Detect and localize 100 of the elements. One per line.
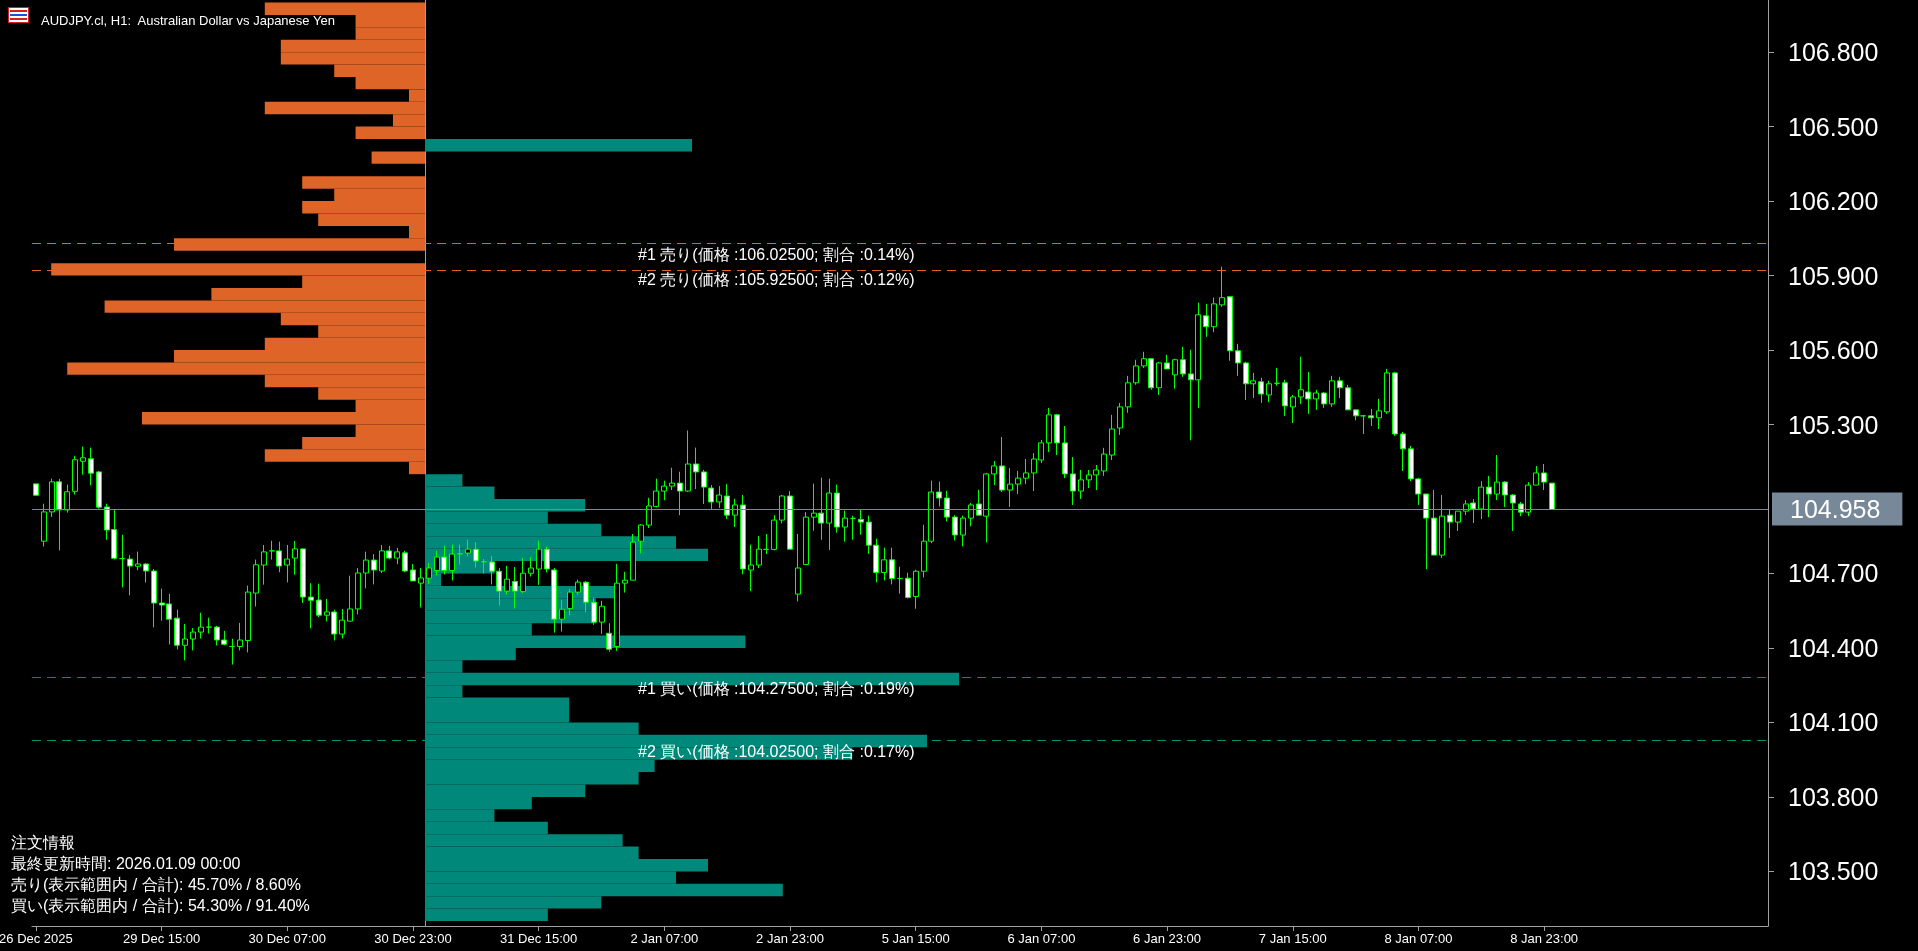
candlestick [261,544,267,586]
candlestick [677,471,683,516]
candlestick [606,622,612,653]
candlestick [1054,413,1060,456]
candlestick [1494,454,1500,501]
candlestick [732,498,738,528]
candlestick [72,455,78,496]
candlestick [693,447,699,490]
ref-line-label: 104.958 [1790,494,1881,523]
candlestick [1431,489,1437,556]
candlestick [473,541,479,569]
x-tick-label: 8 Jan 07:00 [1384,931,1453,946]
candlestick [355,567,361,615]
candlestick [1353,409,1359,421]
candlestick [567,588,573,616]
candlestick [1203,303,1209,338]
candlestick [685,429,691,493]
candlestick [858,509,864,536]
candlestick [1125,375,1131,414]
x-tick-label: 8 Jan 23:00 [1510,931,1579,946]
annotation: 最終更新時間: 2026.01.09 00:00 [11,854,241,872]
candlestick [1282,379,1288,417]
candlestick [669,467,675,491]
candlestick [449,544,455,581]
candlestick [465,539,471,557]
y-tick-label: 103.500 [1788,857,1879,886]
candlestick [292,540,298,576]
candlestick [834,484,840,534]
candlestick [229,638,235,666]
candlestick [779,494,785,524]
annotation: 買い(表示範囲内 / 合計): 54.30% / 91.40% [11,896,310,914]
ref-line-label: #2 売り(価格 :105.92500; 割合 :0.12%) [638,270,915,288]
candlestick [1156,361,1162,396]
ref-line-label: #1 買い(価格 :104.27500; 割合 :0.19%) [638,680,915,698]
candlestick [418,567,424,608]
candlestick [630,533,636,581]
x-tick-label: 2 Jan 23:00 [756,931,824,946]
candlestick [253,559,259,607]
candlestick [1329,375,1335,408]
annotation: 売り(表示範囲内 / 合計): 45.70% / 8.60% [11,875,301,893]
candlestick [96,470,102,510]
candlestick [638,523,644,554]
x-tick-label: 6 Jan 23:00 [1133,931,1202,946]
ref-line-label: #2 買い(価格 :104.02500; 割合 :0.17%) [638,742,915,760]
candlestick [426,562,432,585]
candlestick [1015,470,1021,495]
x-tick-label: 26 Dec 2025 [0,931,73,946]
candlestick [371,553,377,585]
x-tick-label: 31 Dec 15:00 [499,931,578,946]
candlestick [1109,414,1115,461]
candlestick [1046,407,1052,453]
candlestick [968,502,974,527]
candlestick [1023,458,1029,485]
candlestick [1502,480,1508,508]
candlestick [1533,465,1539,486]
candlestick [913,569,919,610]
candlestick [748,544,754,592]
text: AUDJPY.cl, H1: Australian Dollar vs Japanese Yen [41,13,335,28]
candlestick [528,556,534,577]
candlestick [952,514,958,541]
candlestick [308,582,314,629]
candlestick [339,608,345,640]
candlestick [1541,463,1547,491]
y-tick-label: 105.600 [1788,336,1879,365]
candlestick [198,612,204,640]
candlestick [1258,377,1264,404]
candlestick [1101,447,1107,477]
candlestick [881,547,887,581]
x-tick-label: 29 Dec 15:00 [122,931,201,946]
y-tick-label: 106.200 [1788,187,1879,216]
candlestick [119,534,125,588]
ref-line-label: #1 売り(価格 :106.02500; 割合 :0.14%) [638,246,915,264]
y-tick-label: 104.100 [1788,708,1879,737]
x-tick-label: 6 Jan 07:00 [1007,931,1076,946]
candlestick [127,554,133,596]
candlestick [622,571,628,594]
candlestick [763,533,769,555]
candlestick [944,490,950,522]
candlestick [1007,467,1013,508]
candlestick [410,563,416,582]
candlestick [614,563,620,652]
candlestick [960,515,966,547]
candlestick [1360,414,1366,435]
candlestick [771,514,777,551]
candlestick [1321,391,1327,409]
candlestick [1313,389,1319,411]
candlestick [724,483,730,520]
candlestick [1172,358,1178,390]
candlestick [1337,376,1343,399]
candlestick [64,484,70,514]
candlestick [905,572,911,600]
candlestick [174,609,180,650]
candlestick [41,503,47,547]
candlestick [402,550,408,573]
candlestick [1447,508,1453,539]
candlestick [1392,371,1398,437]
candlestick [716,485,722,509]
candlestick [1078,469,1084,500]
candlestick [1455,510,1461,532]
candlestick [394,547,400,565]
